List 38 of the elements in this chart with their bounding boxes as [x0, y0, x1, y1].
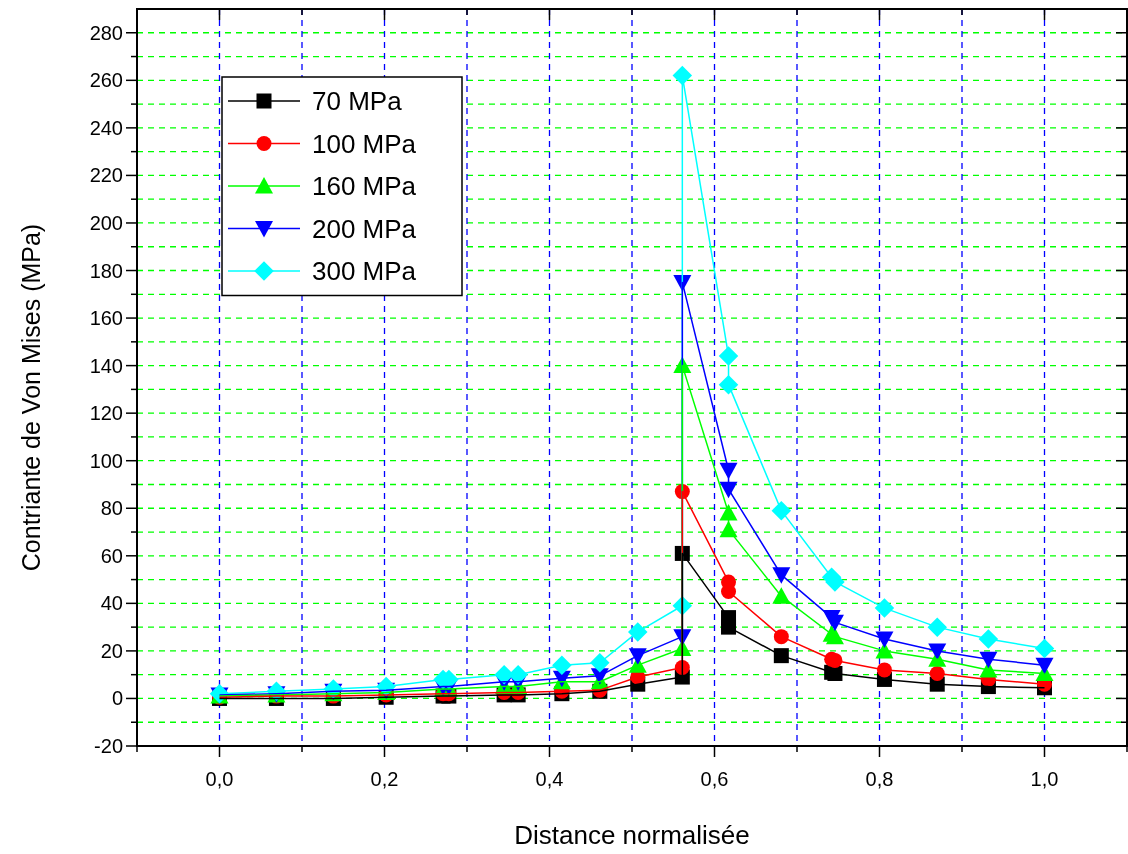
x-axis-title: Distance normalisée	[514, 820, 750, 850]
y-axis-title: Contriante de Von Mises (MPa)	[17, 223, 45, 572]
y-tick-label: 80	[100, 497, 123, 520]
x-tick-label: 0,4	[535, 768, 564, 790]
point	[928, 643, 947, 660]
y-tick-label: 0	[111, 687, 123, 710]
y-tick-label: 200	[89, 211, 123, 234]
point	[772, 567, 791, 584]
legend-label: 100 MPa	[312, 128, 417, 159]
y-tick-label: 160	[89, 307, 123, 330]
point	[773, 648, 789, 664]
y-tick-label: 220	[89, 164, 123, 187]
y-tick-label: 100	[89, 449, 123, 472]
x-tick-label: 0,2	[370, 768, 399, 790]
y-tick-label: 140	[89, 354, 123, 377]
y-tick-label: 260	[89, 69, 123, 92]
x-tick-label: 1,0	[1030, 768, 1059, 790]
point	[719, 504, 738, 521]
y-tick-label: 240	[89, 116, 123, 139]
y-tick-label: 120	[89, 402, 123, 425]
y-tick-label: -20	[94, 735, 123, 757]
point	[628, 648, 647, 665]
legend-label: 200 MPa	[312, 213, 417, 244]
y-tick-label: 60	[100, 544, 123, 567]
point	[721, 619, 737, 635]
y-tick-label: 20	[100, 639, 123, 662]
legend-label: 300 MPa	[312, 256, 417, 286]
x-tick-label: 0,6	[700, 768, 729, 790]
x-tick-label: 0,0	[205, 768, 234, 790]
point	[978, 629, 999, 649]
legend-label: 160 MPa	[312, 171, 417, 201]
y-tick-label: 180	[89, 259, 123, 282]
y-tick-label: 280	[89, 21, 123, 44]
y-tick-label: 40	[100, 592, 123, 615]
legend-label: 70 MPa	[312, 86, 403, 116]
x-tick-label: 0,8	[865, 768, 894, 790]
point	[874, 598, 895, 618]
point	[718, 346, 739, 366]
